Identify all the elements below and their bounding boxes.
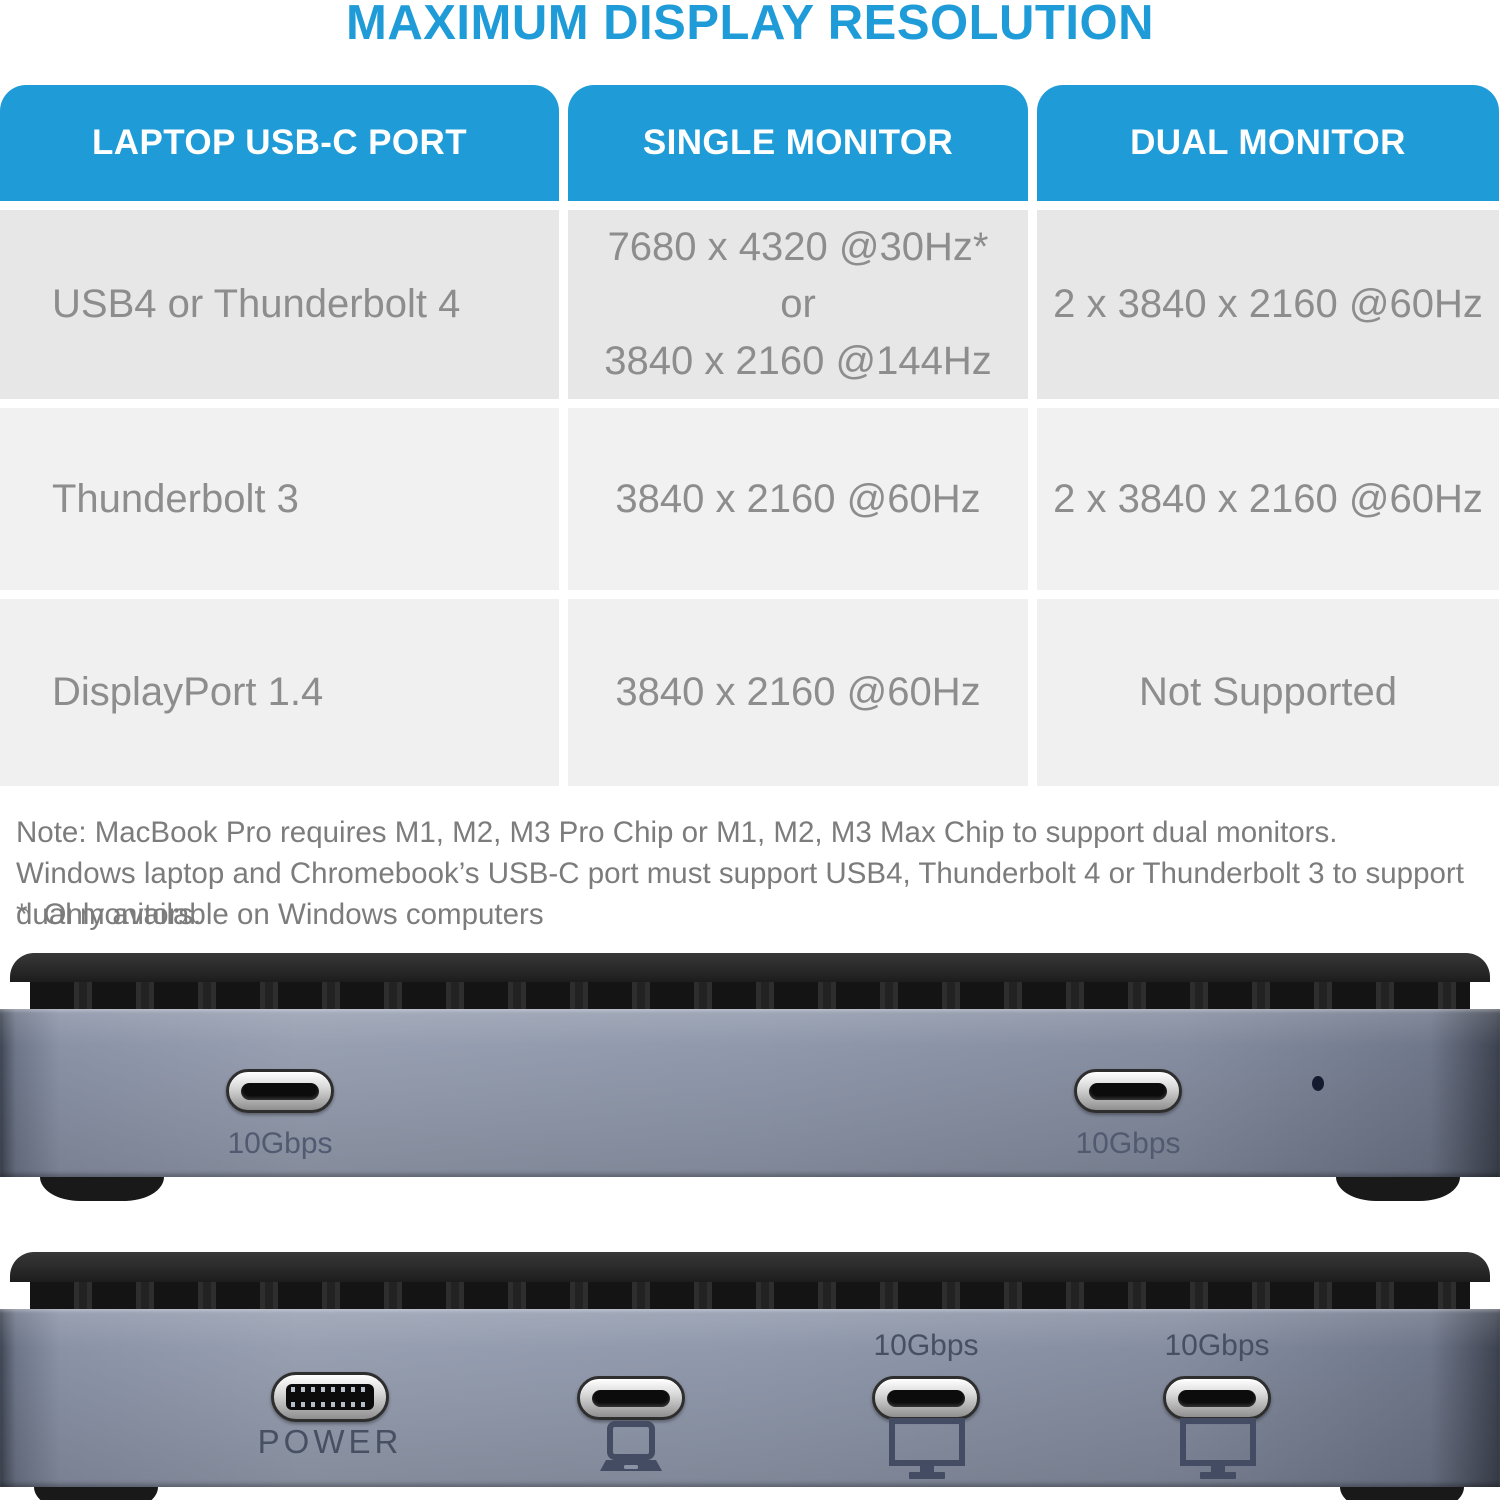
- power-port-pins: [286, 1384, 374, 1410]
- device-rear-photo: 10Gbps 10Gbps POWER: [0, 1252, 1500, 1500]
- cell-text: 2 x 3840 x 2160 @60Hz: [1053, 282, 1483, 326]
- usb-c-display-port-icon: [872, 1376, 980, 1420]
- device-front-photo: 10Gbps 10Gbps: [0, 953, 1500, 1210]
- cell-text: 2 x 3840 x 2160 @60Hz: [1053, 476, 1483, 521]
- device-vent-grille: [30, 1282, 1470, 1309]
- port-speed-label: 10Gbps: [1075, 1127, 1181, 1160]
- column-header-label: DUAL MONITOR: [1130, 123, 1406, 162]
- cell-text: Thunderbolt 3: [52, 476, 299, 521]
- cell-single-displayport14: 3840 x 2160 @60Hz: [568, 599, 1028, 786]
- column-header-label: LAPTOP USB-C PORT: [92, 123, 467, 162]
- cell-text-line: or: [780, 282, 816, 326]
- cell-text: Not Supported: [1139, 670, 1397, 714]
- rubber-foot: [1340, 1487, 1464, 1500]
- rubber-foot: [40, 1177, 164, 1201]
- usb-c-port-icon: [1074, 1069, 1182, 1113]
- page-title: MAXIMUM DISPLAY RESOLUTION: [346, 0, 1154, 50]
- cell-single-usb4: 7680 x 4320 @30Hz* or 3840 x 2160 @144Hz: [568, 210, 1028, 399]
- usb-c-host-port-icon: [577, 1376, 685, 1420]
- cell-port-displayport14: DisplayPort 1.4: [0, 599, 559, 786]
- rubber-foot: [34, 1487, 158, 1500]
- power-port-label: POWER: [257, 1423, 403, 1460]
- device-rear-panel: 10Gbps 10Gbps POWER: [0, 1309, 1500, 1487]
- usb-c-display-port-icon: [1163, 1376, 1271, 1420]
- device-top-cap: [10, 953, 1490, 982]
- laptop-icon: [600, 1421, 662, 1471]
- cell-dual-thunderbolt3: 2 x 3840 x 2160 @60Hz: [1037, 408, 1499, 590]
- cell-text: DisplayPort 1.4: [52, 670, 324, 714]
- led-indicator: [1312, 1076, 1324, 1091]
- cell-port-usb4-thunderbolt4: USB4 or Thunderbolt 4: [0, 210, 559, 399]
- cell-dual-usb4: 2 x 3840 x 2160 @60Hz: [1037, 210, 1499, 399]
- footnote-text: Only available on Windows computers: [43, 898, 544, 931]
- cell-text-line: 3840 x 2160 @144Hz: [604, 339, 992, 383]
- resolution-table: LAPTOP USB-C PORT SINGLE MONITOR DUAL MO…: [0, 85, 1500, 786]
- footnote: * Only available on Windows computers: [16, 898, 544, 932]
- device-front-panel: 10Gbps 10Gbps: [0, 1009, 1500, 1177]
- device-vent-grille: [30, 982, 1470, 1009]
- footnote-asterisk: *: [16, 898, 28, 931]
- note-block: Note: MacBook Pro requires M1, M2, M3 Pr…: [16, 812, 1500, 935]
- cell-text: USB4 or Thunderbolt 4: [52, 282, 461, 326]
- column-header-laptop-usb-c-port: LAPTOP USB-C PORT: [0, 85, 559, 201]
- cell-text: 3840 x 2160 @60Hz: [615, 476, 981, 521]
- power-port-icon: [271, 1372, 389, 1422]
- note-line-1: Note: MacBook Pro requires M1, M2, M3 Pr…: [16, 816, 1338, 849]
- cell-text: 3840 x 2160 @60Hz: [615, 670, 981, 714]
- monitor-icon: [889, 1418, 965, 1479]
- cell-text-line: 7680 x 4320 @30Hz*: [607, 225, 989, 269]
- column-header-label: SINGLE MONITOR: [642, 123, 954, 162]
- cell-single-thunderbolt3: 3840 x 2160 @60Hz: [568, 408, 1028, 590]
- column-header-single-monitor: SINGLE MONITOR: [568, 85, 1028, 201]
- column-header-dual-monitor: DUAL MONITOR: [1037, 85, 1499, 201]
- rubber-foot: [1336, 1177, 1460, 1201]
- port-speed-label: 10Gbps: [227, 1127, 333, 1160]
- device-top-cap: [10, 1252, 1490, 1282]
- port-speed-label: 10Gbps: [873, 1329, 979, 1362]
- cell-port-thunderbolt3: Thunderbolt 3: [0, 408, 559, 590]
- monitor-icon: [1180, 1418, 1256, 1479]
- port-speed-label: 10Gbps: [1164, 1329, 1270, 1362]
- note-line-2: Windows laptop and Chromebook’s USB-C po…: [16, 857, 1464, 931]
- usb-c-port-icon: [226, 1069, 334, 1113]
- cell-dual-displayport14: Not Supported: [1037, 599, 1499, 786]
